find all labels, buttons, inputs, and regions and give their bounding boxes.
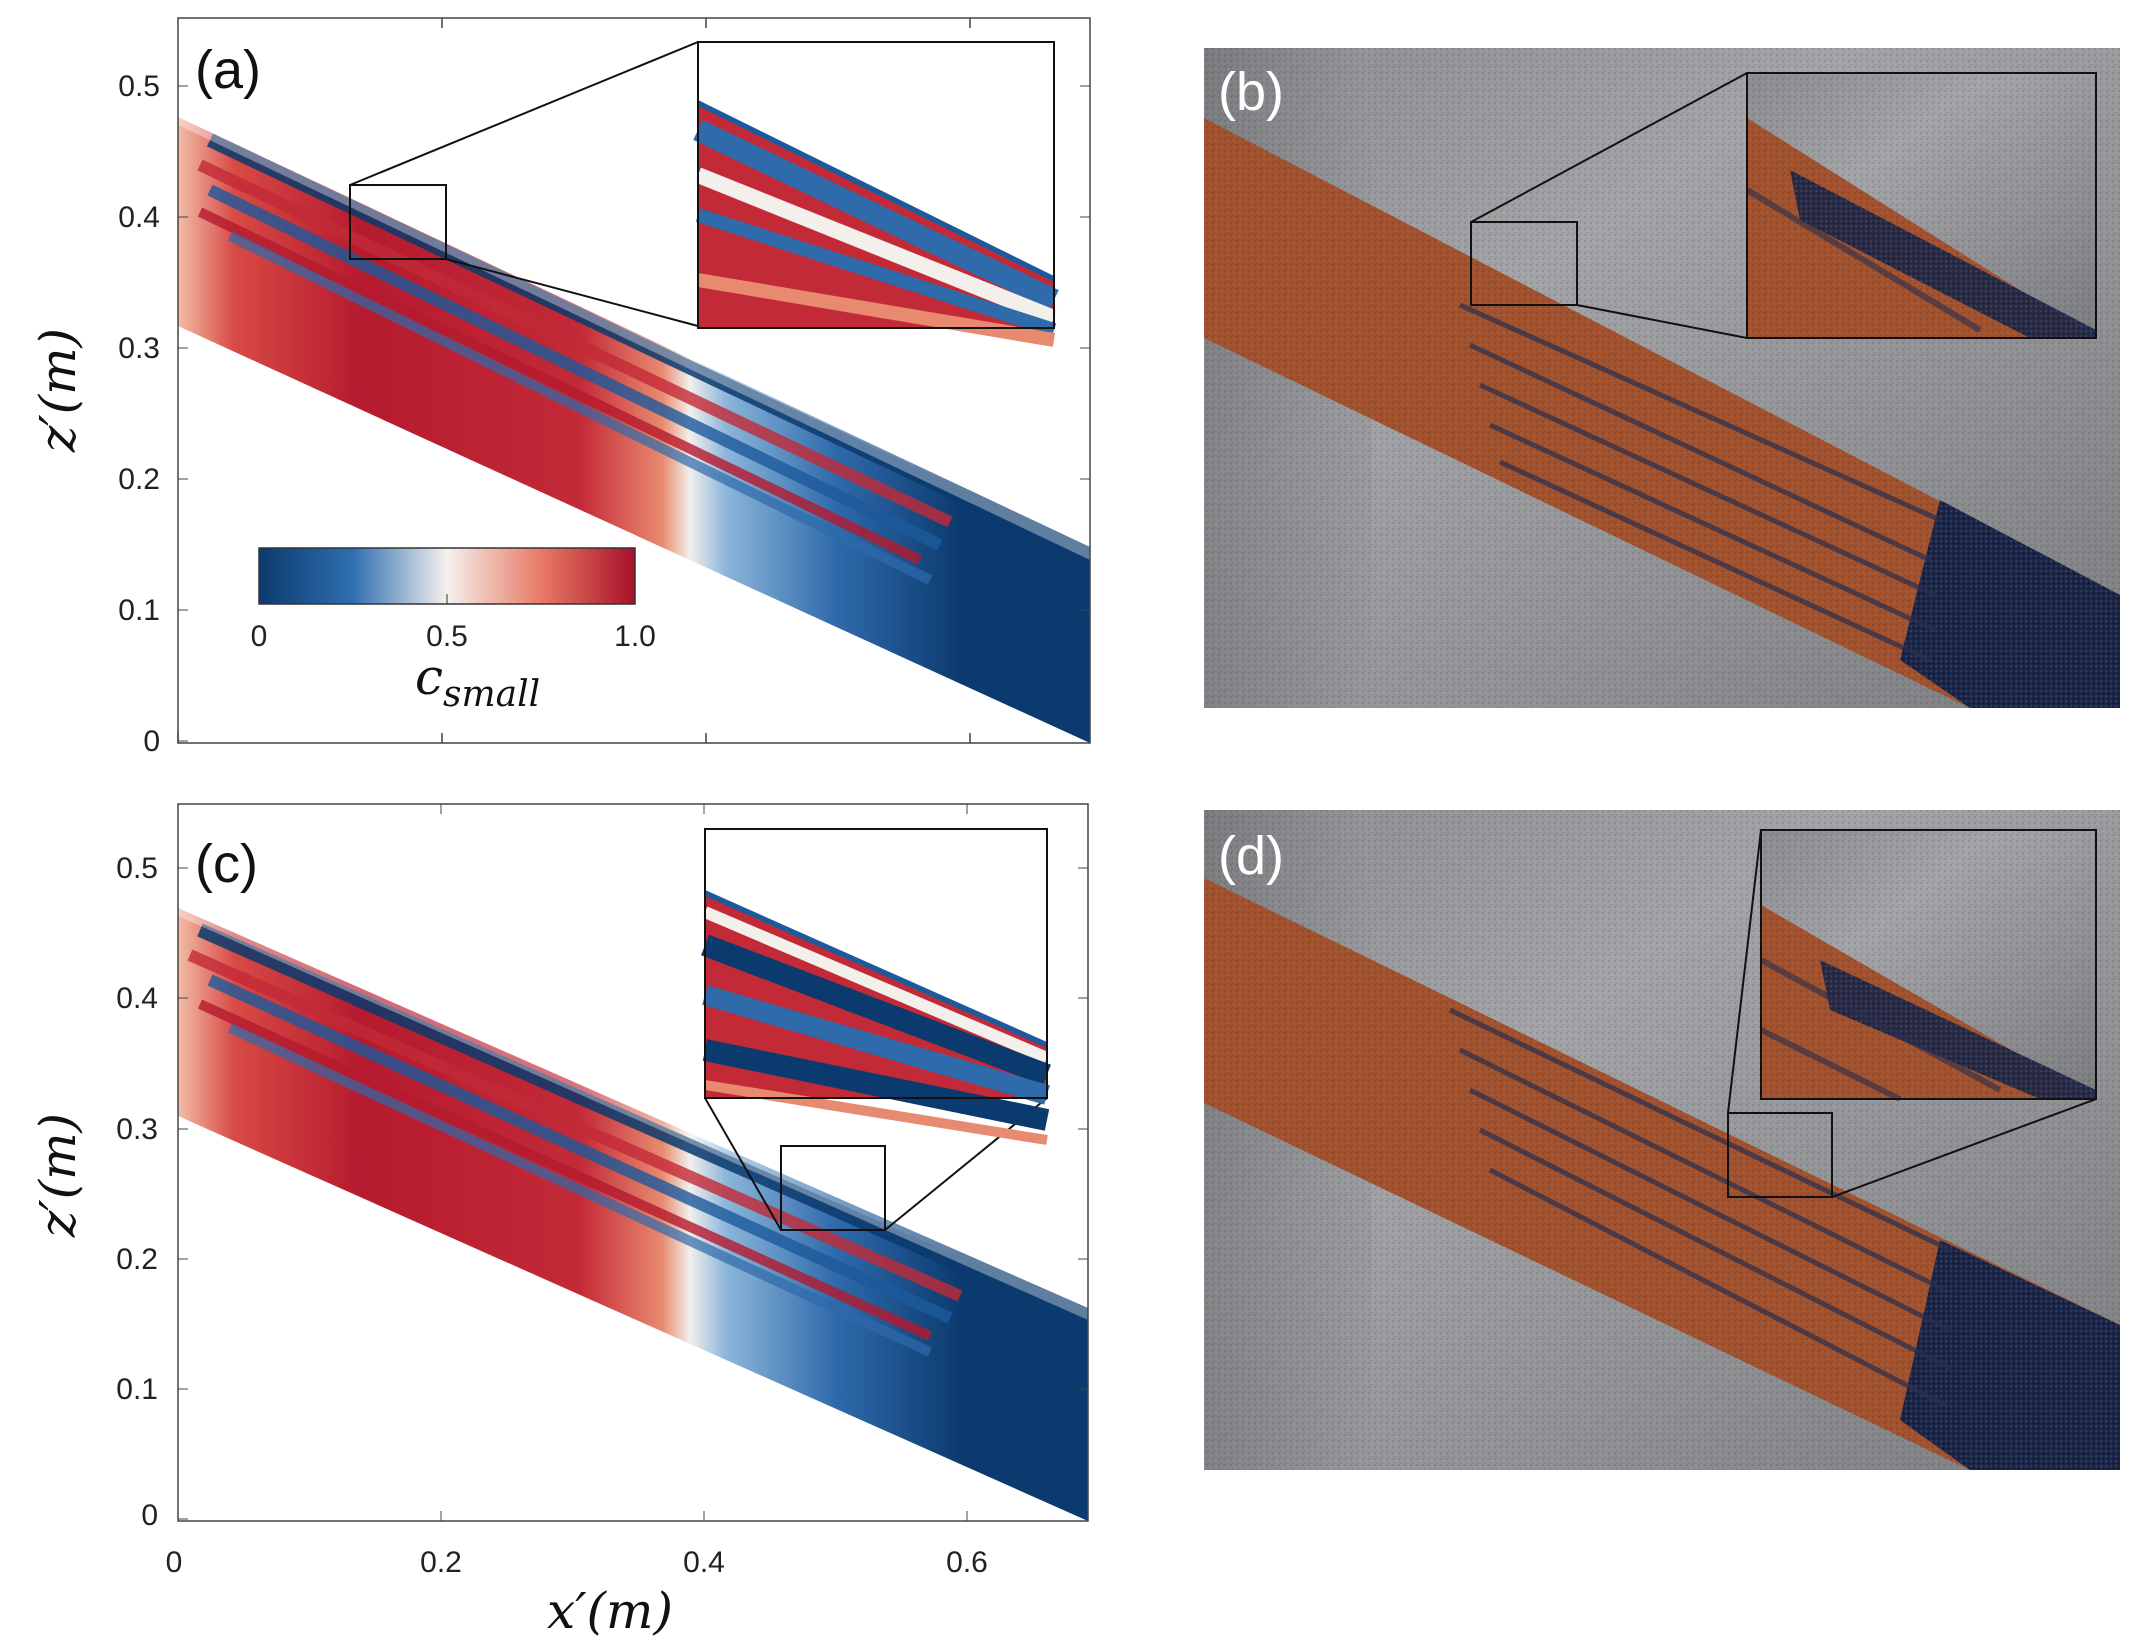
panel-d-inset bbox=[1759, 829, 2097, 1102]
panel-c-z-tick-1: 0.1 bbox=[116, 1373, 158, 1406]
panel-a-label: (a) bbox=[195, 40, 261, 100]
panel-a-ylabel: z′(m) bbox=[29, 328, 87, 453]
colorbar-tick-0: 0 bbox=[251, 620, 268, 653]
panel-c-z-tick-2: 0.2 bbox=[116, 1243, 158, 1276]
panel-b-label: (b) bbox=[1218, 62, 1284, 122]
panel-c-z-tick-4: 0.4 bbox=[116, 982, 158, 1015]
panel-d-photo: (d) bbox=[1204, 810, 2120, 1470]
panel-a: 0 0.1 0.2 0.3 0.4 0.5 z′(m) (a) bbox=[29, 17, 1091, 758]
panel-b-dark-grains bbox=[1900, 500, 2120, 708]
panel-c-zoom-box bbox=[780, 1145, 886, 1231]
panel-c-z-ticks: 0 0.1 0.2 0.3 0.4 0.5 bbox=[116, 852, 1088, 1532]
panel-a-field bbox=[178, 117, 1090, 743]
panel-c-stripes bbox=[187, 923, 993, 1357]
panel-c-z-tick-0: 0 bbox=[141, 1499, 158, 1532]
panel-a-z-tick-1: 0.1 bbox=[118, 594, 160, 627]
panel-a-z-tick-2: 0.2 bbox=[118, 463, 160, 496]
panel-c-x-tick-0: 0 bbox=[166, 1546, 183, 1579]
panel-c-ylabel: z′(m) bbox=[29, 1113, 87, 1238]
panel-c-x-tick-1: 0.2 bbox=[420, 1546, 462, 1579]
panel-b-inset bbox=[1745, 72, 2097, 339]
panel-c-x-tick-2: 0.4 bbox=[683, 1546, 725, 1579]
panel-c-z-tick-5: 0.5 bbox=[116, 852, 158, 885]
panel-c-inset bbox=[701, 828, 1051, 1145]
panel-a-z-ticks: 0 0.1 0.2 0.3 0.4 0.5 bbox=[118, 70, 1090, 758]
panel-a-axes-frame bbox=[177, 17, 1091, 744]
colorbar-title: csmall bbox=[415, 648, 540, 715]
panel-c-x-ticks: 0 0.2 0.4 0.6 bbox=[166, 804, 988, 1579]
panel-c: 0 0.2 0.4 0.6 0 0.1 0.2 0.3 0.4 0.5 z′(m… bbox=[29, 803, 1089, 1640]
panel-c-z-tick-3: 0.3 bbox=[116, 1113, 158, 1146]
panel-d-label: (d) bbox=[1218, 826, 1284, 886]
panel-a-stripes bbox=[197, 133, 983, 585]
panel-a-z-tick-4: 0.4 bbox=[118, 201, 160, 234]
panel-c-field bbox=[178, 908, 1088, 1521]
colorbar: 0 0.5 1.0 csmall bbox=[251, 547, 656, 715]
panel-b-zoom-box bbox=[1470, 221, 1578, 306]
panel-d-zoom-box bbox=[1727, 1112, 1833, 1198]
panel-c-axes-frame bbox=[177, 803, 1089, 1522]
panel-c-x-tick-3: 0.6 bbox=[946, 1546, 988, 1579]
panel-b-photo: (b) bbox=[1204, 48, 2120, 708]
panel-a-z-tick-3: 0.3 bbox=[118, 332, 160, 365]
panel-c-xlabel: x′(m) bbox=[547, 1582, 673, 1640]
panel-a-inset bbox=[693, 41, 1059, 347]
panel-a-z-tick-5: 0.5 bbox=[118, 70, 160, 103]
panel-c-label: (c) bbox=[195, 834, 258, 894]
panel-d-dark-grains bbox=[1900, 1240, 2120, 1470]
panel-a-zoom-box bbox=[349, 184, 447, 260]
colorbar-tick-2: 1.0 bbox=[614, 620, 656, 653]
colorbar-tick-1: 0.5 bbox=[426, 620, 468, 653]
panel-a-z-tick-0: 0 bbox=[143, 725, 160, 758]
